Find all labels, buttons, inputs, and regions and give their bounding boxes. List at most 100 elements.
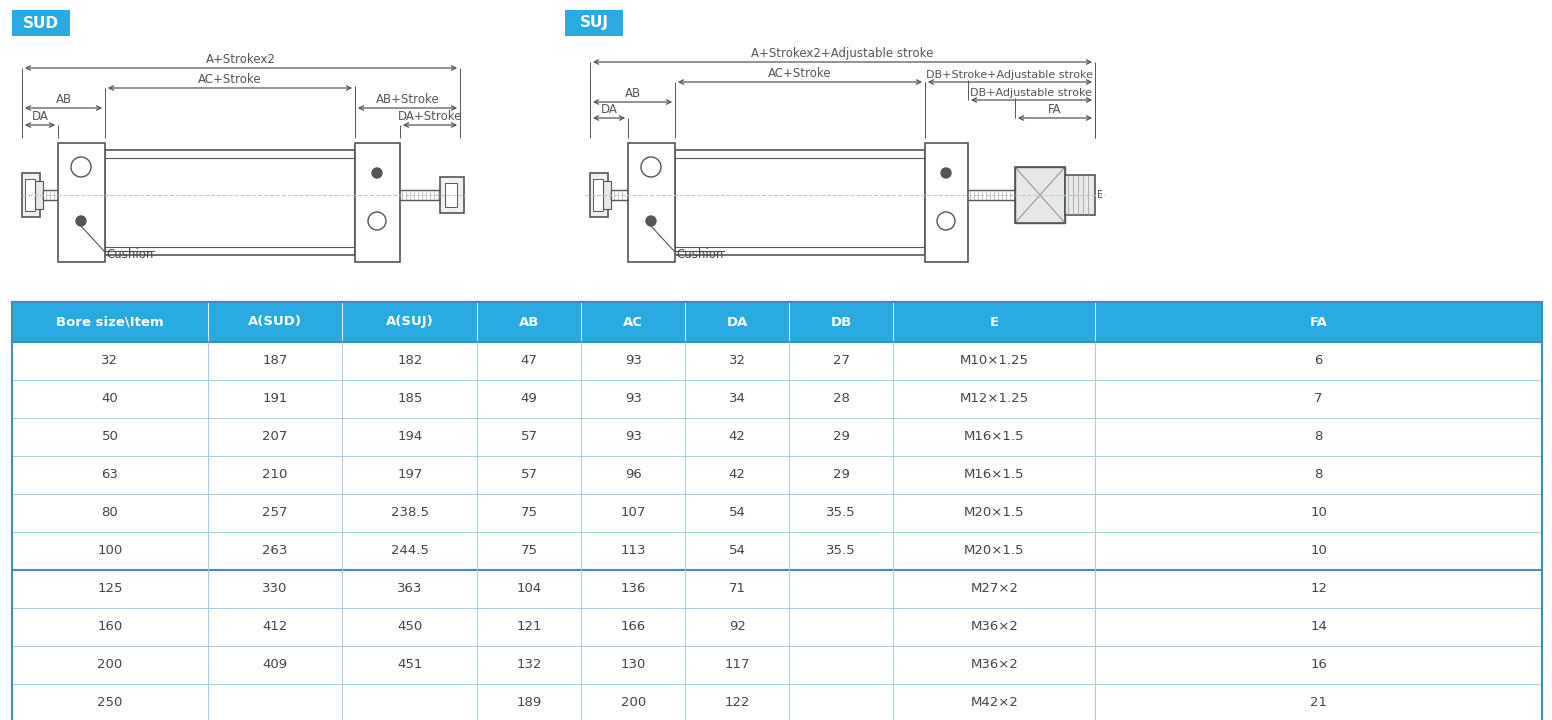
Text: DA+Stroke: DA+Stroke xyxy=(397,110,462,123)
Bar xyxy=(12,302,1543,720)
Text: 54: 54 xyxy=(729,506,745,520)
Text: 121: 121 xyxy=(517,621,542,634)
Text: 8: 8 xyxy=(1315,469,1322,482)
Bar xyxy=(675,150,925,255)
Text: 80: 80 xyxy=(101,506,118,520)
Text: 8: 8 xyxy=(1315,431,1322,444)
Text: M36×2: M36×2 xyxy=(970,621,1018,634)
Text: 35.5: 35.5 xyxy=(827,544,857,557)
Text: DB: DB xyxy=(830,315,852,328)
Text: 32: 32 xyxy=(729,354,745,367)
Text: 194: 194 xyxy=(397,431,422,444)
Text: 136: 136 xyxy=(621,582,646,595)
Text: 450: 450 xyxy=(397,621,422,634)
Text: 27: 27 xyxy=(833,354,850,367)
Text: DA: DA xyxy=(601,103,618,116)
Text: 16: 16 xyxy=(1310,659,1327,672)
Text: 28: 28 xyxy=(833,392,849,405)
Text: FA: FA xyxy=(1048,103,1062,116)
Text: Bore size\Item: Bore size\Item xyxy=(56,315,163,328)
Text: 451: 451 xyxy=(397,659,422,672)
Text: M16×1.5: M16×1.5 xyxy=(964,431,1024,444)
Text: 10: 10 xyxy=(1310,506,1327,520)
Text: 35.5: 35.5 xyxy=(827,506,857,520)
Text: 71: 71 xyxy=(729,582,745,595)
Text: 104: 104 xyxy=(517,582,542,595)
Text: DB+Stroke+Adjustable stroke: DB+Stroke+Adjustable stroke xyxy=(927,70,1094,80)
Text: A+Strokex2: A+Strokex2 xyxy=(206,53,276,66)
Text: 200: 200 xyxy=(621,696,646,709)
Text: 34: 34 xyxy=(729,392,745,405)
Bar xyxy=(593,179,604,211)
Bar xyxy=(1015,167,1065,223)
Text: 75: 75 xyxy=(520,544,537,557)
Text: 96: 96 xyxy=(625,469,641,482)
FancyBboxPatch shape xyxy=(565,10,622,36)
Text: SUD: SUD xyxy=(23,16,59,30)
Text: 197: 197 xyxy=(397,469,422,482)
Text: Cushion: Cushion xyxy=(106,248,154,261)
Text: 160: 160 xyxy=(98,621,123,634)
Circle shape xyxy=(941,168,951,178)
Bar xyxy=(925,143,968,262)
Text: DB+Adjustable stroke: DB+Adjustable stroke xyxy=(970,88,1093,98)
Text: 263: 263 xyxy=(262,544,287,557)
Text: 210: 210 xyxy=(262,469,287,482)
Text: 75: 75 xyxy=(520,506,537,520)
Bar xyxy=(106,150,355,255)
Text: M20×1.5: M20×1.5 xyxy=(964,506,1024,520)
Text: A(SUJ): A(SUJ) xyxy=(386,315,433,328)
Text: 189: 189 xyxy=(517,696,542,709)
Bar xyxy=(355,143,400,262)
Circle shape xyxy=(372,168,382,178)
Text: 50: 50 xyxy=(101,431,118,444)
Text: 47: 47 xyxy=(521,354,537,367)
Text: M10×1.25: M10×1.25 xyxy=(959,354,1029,367)
FancyBboxPatch shape xyxy=(12,10,70,36)
Text: 63: 63 xyxy=(101,469,118,482)
Text: 409: 409 xyxy=(262,659,287,672)
Text: 40: 40 xyxy=(101,392,118,405)
Bar xyxy=(445,183,456,207)
Bar xyxy=(12,380,1543,418)
Circle shape xyxy=(71,157,92,177)
Text: 6: 6 xyxy=(1315,354,1322,367)
Bar xyxy=(22,173,40,217)
Circle shape xyxy=(641,157,661,177)
Bar xyxy=(12,494,1543,532)
Text: 125: 125 xyxy=(98,582,123,595)
Bar xyxy=(1065,175,1096,215)
Text: 14: 14 xyxy=(1310,621,1327,634)
Text: FA: FA xyxy=(1310,315,1327,328)
Text: 10: 10 xyxy=(1310,544,1327,557)
Text: AB+Stroke: AB+Stroke xyxy=(376,93,439,106)
Text: 244.5: 244.5 xyxy=(391,544,428,557)
Text: 200: 200 xyxy=(98,659,123,672)
Text: SUJ: SUJ xyxy=(579,16,608,30)
Text: 29: 29 xyxy=(833,431,849,444)
Text: 57: 57 xyxy=(520,469,537,482)
Text: AC+Stroke: AC+Stroke xyxy=(199,73,262,86)
Bar xyxy=(604,181,611,209)
Text: 130: 130 xyxy=(621,659,646,672)
Text: AB: AB xyxy=(624,87,641,100)
Text: 250: 250 xyxy=(98,696,123,709)
Text: 166: 166 xyxy=(621,621,646,634)
Bar xyxy=(12,608,1543,646)
Bar xyxy=(12,342,1543,380)
Text: 92: 92 xyxy=(729,621,745,634)
Text: 238.5: 238.5 xyxy=(391,506,428,520)
Text: AC: AC xyxy=(624,315,643,328)
Bar xyxy=(441,177,464,213)
Bar xyxy=(12,684,1543,720)
Bar xyxy=(12,532,1543,570)
Text: 107: 107 xyxy=(621,506,646,520)
Text: DA: DA xyxy=(31,110,48,123)
Text: M27×2: M27×2 xyxy=(970,582,1018,595)
Text: 21: 21 xyxy=(1310,696,1327,709)
Text: 93: 93 xyxy=(625,392,641,405)
Text: E: E xyxy=(1097,190,1103,200)
Bar xyxy=(36,181,43,209)
Text: M16×1.5: M16×1.5 xyxy=(964,469,1024,482)
Bar xyxy=(12,646,1543,684)
